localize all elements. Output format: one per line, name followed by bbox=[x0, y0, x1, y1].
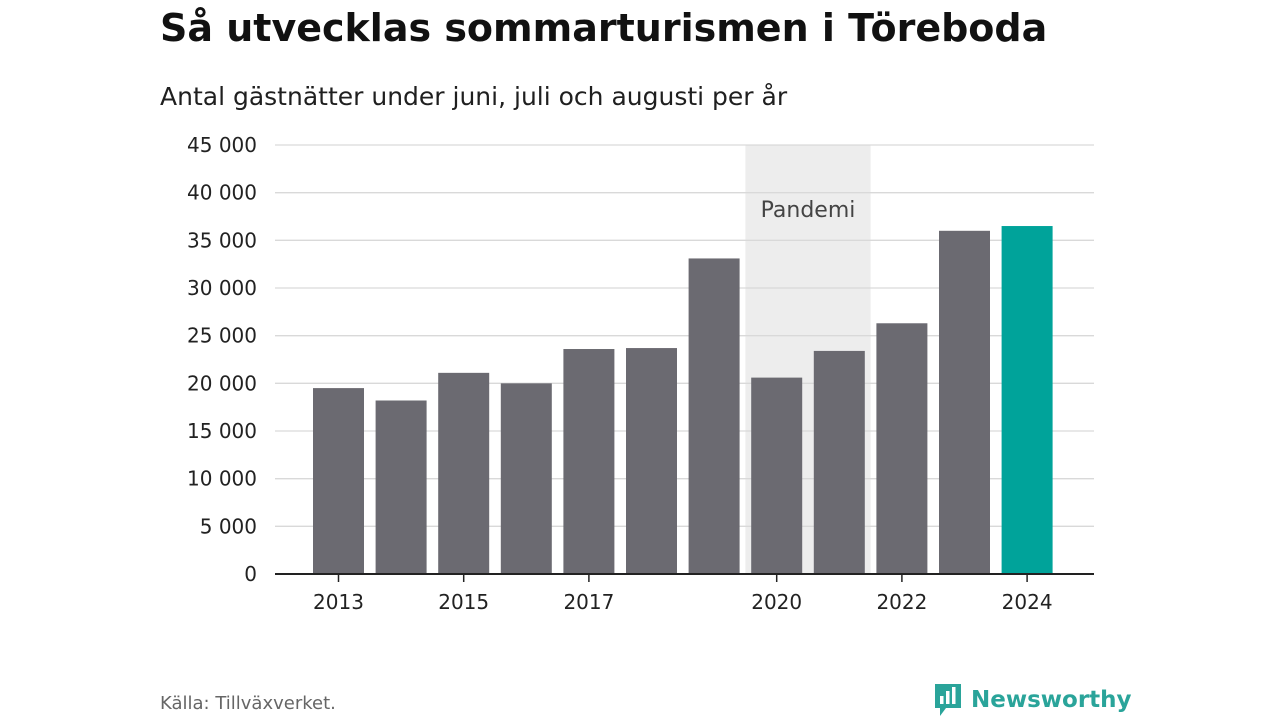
y-tick-label: 25 000 bbox=[187, 324, 257, 348]
bar-2020 bbox=[751, 377, 803, 574]
x-tick-label: 2013 bbox=[313, 590, 364, 614]
x-tick-label: 2022 bbox=[876, 590, 927, 614]
x-tick-label: 2024 bbox=[1002, 590, 1053, 614]
bar-2018 bbox=[626, 348, 677, 574]
x-tick-label: 2015 bbox=[438, 590, 489, 614]
y-tick-label: 10 000 bbox=[187, 467, 257, 491]
brand-name: Newsworthy bbox=[971, 687, 1132, 713]
bar-2013 bbox=[313, 388, 364, 574]
y-tick-label: 40 000 bbox=[187, 181, 257, 205]
pandemic-label: Pandemi bbox=[761, 198, 856, 223]
newsworthy-logo-icon bbox=[935, 684, 961, 716]
bar-2016 bbox=[500, 383, 552, 574]
bar-2019 bbox=[688, 258, 740, 574]
bar-2017 bbox=[563, 349, 615, 574]
y-tick-label: 15 000 bbox=[187, 419, 257, 443]
newsworthy-logo: Newsworthy bbox=[933, 682, 1132, 718]
bar-2015 bbox=[438, 372, 490, 574]
y-tick-label: 20 000 bbox=[187, 371, 257, 395]
y-tick-label: 35 000 bbox=[187, 228, 257, 252]
y-tick-label: 30 000 bbox=[187, 276, 257, 300]
y-tick-label: 45 000 bbox=[187, 133, 257, 157]
chart-title: Så utvecklas sommarturismen i Töreboda bbox=[160, 6, 1048, 50]
bar-2021 bbox=[813, 350, 865, 574]
bar-2014 bbox=[375, 400, 427, 574]
chart-subtitle: Antal gästnätter under juni, juli och au… bbox=[160, 82, 788, 111]
y-tick-label: 0 bbox=[244, 562, 257, 586]
bar-2023 bbox=[939, 230, 990, 575]
y-tick-label: 5 000 bbox=[200, 514, 257, 538]
x-tick-label: 2020 bbox=[751, 590, 802, 614]
x-tick-label: 2017 bbox=[563, 590, 614, 614]
bar-2024 bbox=[1001, 226, 1053, 575]
bar-2022 bbox=[876, 323, 928, 574]
source-note: Källa: Tillväxverket. bbox=[160, 693, 336, 714]
